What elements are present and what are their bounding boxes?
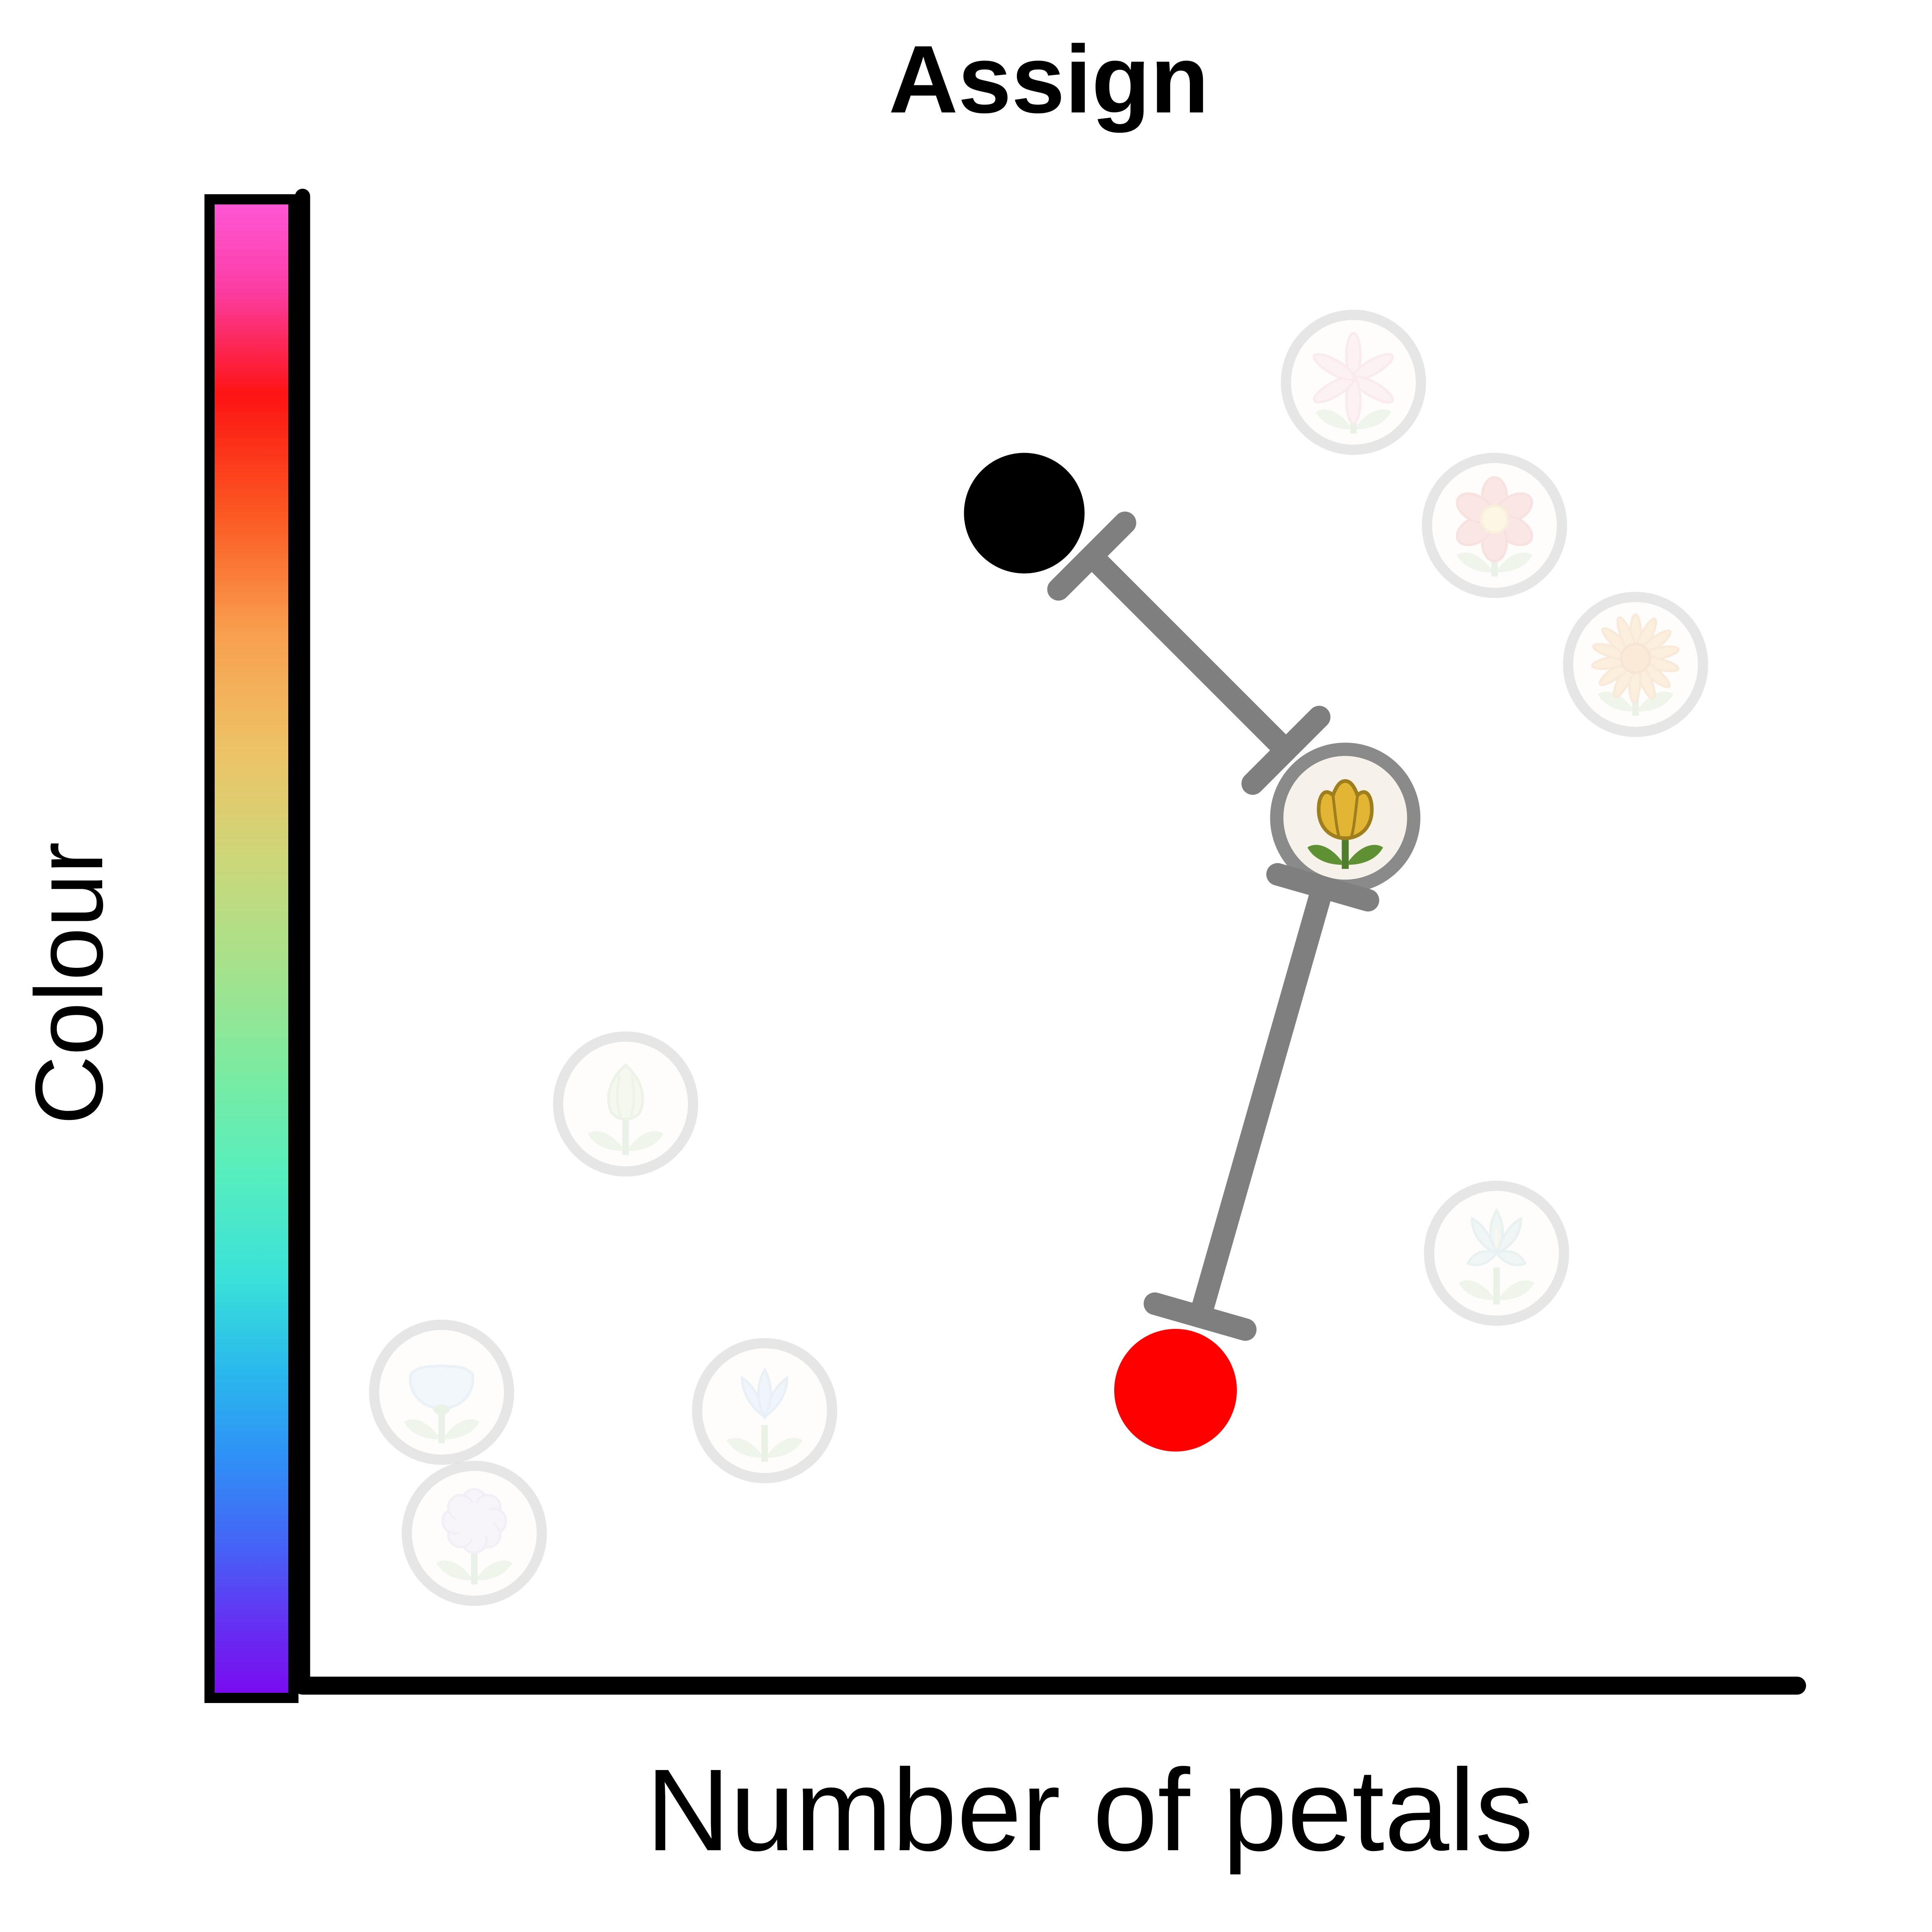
tulip-bud-icon: [607, 1063, 644, 1121]
yellow-tulip-icon: [1317, 779, 1374, 840]
y-axis-label: Colour: [15, 842, 123, 1125]
red-centroid-point: [1114, 1329, 1237, 1452]
faded-flower-blue-crocus: [692, 1338, 837, 1483]
pompom-icon: [441, 1488, 507, 1554]
distance-line-red-centroid: [1143, 863, 1380, 1341]
colour-colorbar: [204, 194, 298, 1703]
distance-line-black-centroid: [1047, 512, 1331, 795]
selected-flower-yellow-tulip: [1270, 743, 1420, 893]
faded-flower-light-blue-petunia: [369, 1319, 514, 1465]
faded-flower-salmon-daisy: [1422, 453, 1567, 598]
daisy-icon: [1456, 476, 1533, 563]
faded-flower-blue-iris: [1424, 1180, 1569, 1326]
black-centroid-point: [964, 453, 1085, 574]
petunia-icon: [408, 1364, 475, 1415]
faded-flowers-layer: [369, 310, 1708, 1606]
distance-lines-layer: [1047, 512, 1380, 1341]
x-axis-label: Number of petals: [646, 1745, 1533, 1876]
faded-flower-purple-pompom: [402, 1461, 547, 1606]
faded-flower-green-tulip-bud: [553, 1031, 698, 1177]
lily-icon: [1313, 332, 1394, 424]
figure-title: Assign: [889, 25, 1209, 133]
crocus-icon: [740, 1367, 789, 1420]
faded-flower-orange-sunflower: [1563, 592, 1708, 737]
sunflower-icon: [1591, 613, 1680, 703]
faded-flower-pink-lily: [1281, 310, 1426, 455]
iris-icon: [1466, 1207, 1527, 1266]
